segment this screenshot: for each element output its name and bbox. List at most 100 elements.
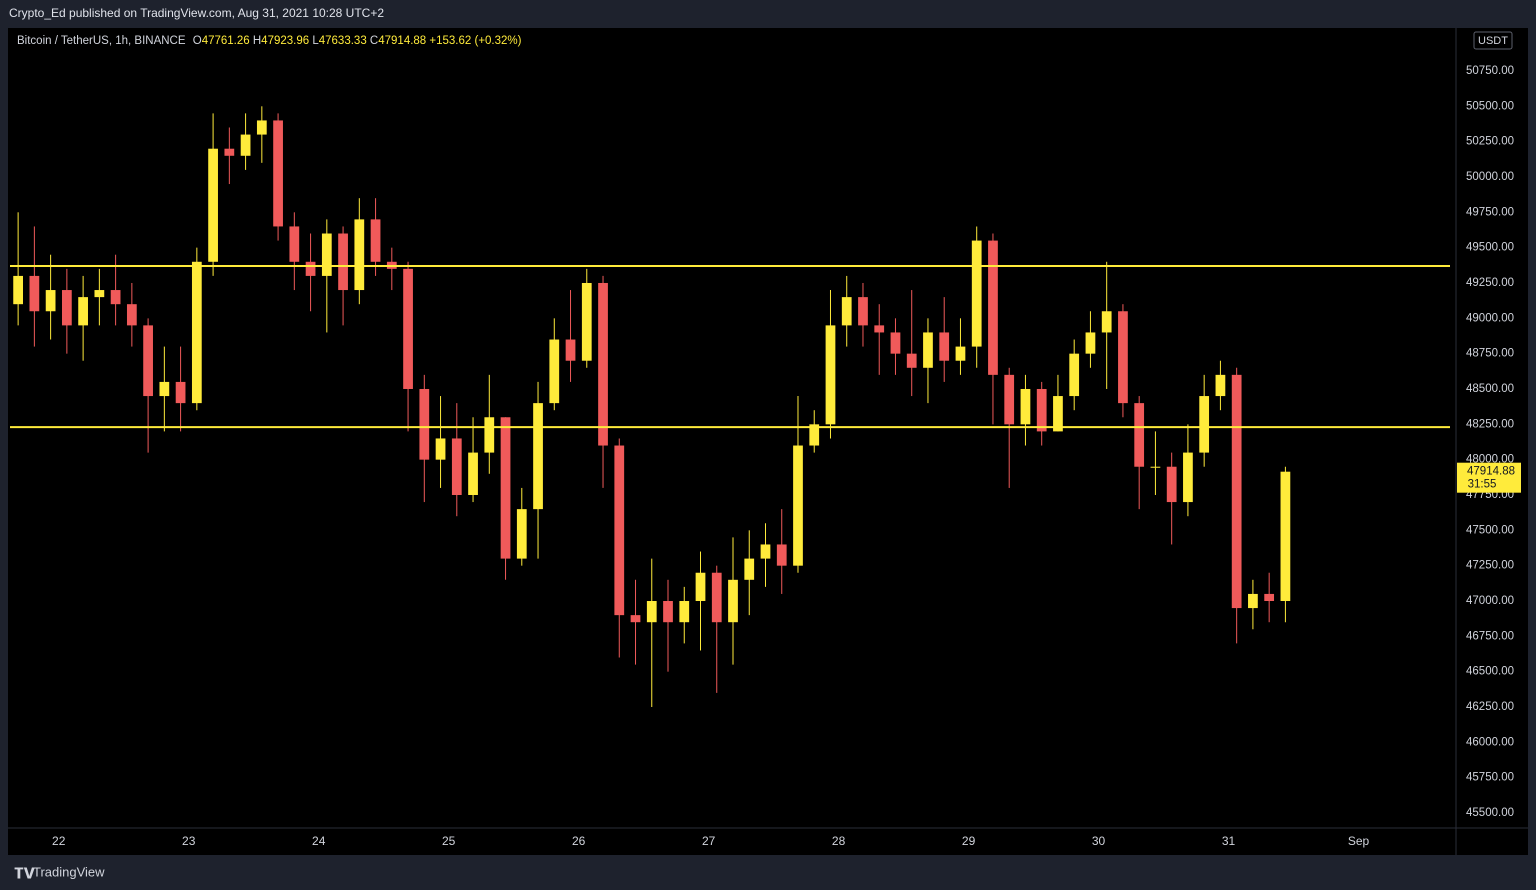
candle-body <box>1118 311 1128 404</box>
candle-body <box>289 226 300 262</box>
candle-body <box>1215 374 1226 397</box>
candle-body <box>744 558 755 580</box>
candle-body <box>971 240 982 347</box>
candle-body <box>1101 311 1112 333</box>
candle-body <box>1004 374 1015 425</box>
y-tick-label: 46250.00 <box>1466 701 1514 713</box>
candle-body <box>549 339 560 404</box>
y-tick-label: 48500.00 <box>1466 383 1514 395</box>
legend-line: Bitcoin / TetherUS, 1h, BINANCE O47761.2… <box>17 35 522 47</box>
candle-body <box>191 261 202 404</box>
candle-body <box>338 233 348 291</box>
x-tick-label: 31 <box>1222 834 1236 848</box>
publish-info: Crypto_Ed published on TradingView.com, … <box>9 6 384 20</box>
candle-body <box>581 282 592 361</box>
candle-body <box>1264 593 1275 602</box>
y-tick-label: 50750.00 <box>1466 65 1514 77</box>
candle-body <box>224 148 235 156</box>
y-tick-label: 47000.00 <box>1466 595 1514 607</box>
candle-body <box>78 297 88 326</box>
candle-body <box>939 332 950 361</box>
x-tick-label: 30 <box>1092 834 1106 848</box>
ohlc-label: H <box>253 35 261 47</box>
candle-body <box>1280 471 1291 602</box>
ohlc-value: 47633.33 <box>319 35 367 47</box>
x-tick-label: 26 <box>572 834 586 848</box>
candle-body <box>1134 403 1145 467</box>
candle-body <box>630 615 641 623</box>
y-tick-label: 49750.00 <box>1466 206 1514 218</box>
candle-body <box>419 388 430 460</box>
candle-body <box>874 325 885 333</box>
ohlc-label: C <box>370 35 378 47</box>
candle-body <box>321 233 332 276</box>
candle-body <box>208 148 218 262</box>
candle-body <box>126 304 137 326</box>
symbol: Bitcoin / TetherUS, 1h, BINANCE <box>17 35 186 47</box>
x-tick-label: 22 <box>52 834 66 848</box>
candle-body <box>695 572 706 602</box>
candle-body <box>728 579 738 623</box>
ohlc-label: L <box>312 35 319 47</box>
candle-body <box>1085 332 1096 354</box>
candle-body <box>1036 388 1047 432</box>
x-tick-label: 28 <box>832 834 846 848</box>
candle-body <box>94 290 105 298</box>
y-tick-label: 45500.00 <box>1466 807 1514 819</box>
countdown: 31:55 <box>1468 479 1497 491</box>
candle-body <box>273 120 283 227</box>
y-tick-label: 46750.00 <box>1466 630 1514 642</box>
y-tick-label: 47250.00 <box>1466 560 1514 572</box>
change: +153.62 (+0.32%) <box>429 35 521 47</box>
candle-body <box>45 290 56 312</box>
candle-body <box>1166 466 1177 503</box>
candle-body <box>760 544 771 559</box>
candle-body <box>614 445 625 616</box>
candle-body <box>646 601 657 623</box>
candle-body <box>776 544 787 566</box>
x-tick-label: 29 <box>962 834 976 848</box>
y-tick-label: 46500.00 <box>1466 666 1514 678</box>
y-tick-label: 49250.00 <box>1466 277 1514 289</box>
candle-body <box>61 290 72 326</box>
candle-body <box>598 282 608 446</box>
candle-body <box>679 601 690 623</box>
candle-body <box>1150 466 1161 468</box>
y-tick-label: 49500.00 <box>1466 242 1514 254</box>
candle-body <box>565 339 576 361</box>
candle-body <box>1248 593 1258 609</box>
candle-body <box>354 219 365 291</box>
candle-body <box>1053 396 1063 432</box>
candle-body <box>533 403 543 510</box>
x-tick-label: 24 <box>312 834 326 848</box>
candle-body <box>923 332 933 368</box>
brand: TradingView <box>33 864 105 879</box>
y-tick-label: 45750.00 <box>1466 772 1514 784</box>
y-tick-label: 47500.00 <box>1466 524 1514 536</box>
candle-body <box>1069 353 1080 397</box>
candle-body <box>175 381 186 404</box>
y-tick-label: 50500.00 <box>1466 100 1514 112</box>
candle-body <box>403 268 413 389</box>
candle-body <box>825 325 836 425</box>
y-tick-label: 48250.00 <box>1466 418 1514 430</box>
candle-body <box>809 424 820 446</box>
candle-body <box>841 297 852 326</box>
candle-body <box>858 297 868 326</box>
candle-body <box>955 346 966 361</box>
candle-body <box>1020 388 1031 425</box>
candle-body <box>890 332 901 354</box>
currency-badge <box>1473 31 1513 50</box>
candle-body <box>143 325 153 397</box>
x-tick-label: 27 <box>702 834 716 848</box>
y-tick-label: 50250.00 <box>1466 136 1514 148</box>
y-tick-label: 49000.00 <box>1466 312 1514 324</box>
candle-body <box>110 290 121 305</box>
candle-body <box>1199 396 1210 453</box>
chart-panel <box>8 28 1528 855</box>
x-tick-label: 23 <box>182 834 196 848</box>
x-tick-label: Sep <box>1348 834 1370 848</box>
candle-body <box>468 452 478 495</box>
